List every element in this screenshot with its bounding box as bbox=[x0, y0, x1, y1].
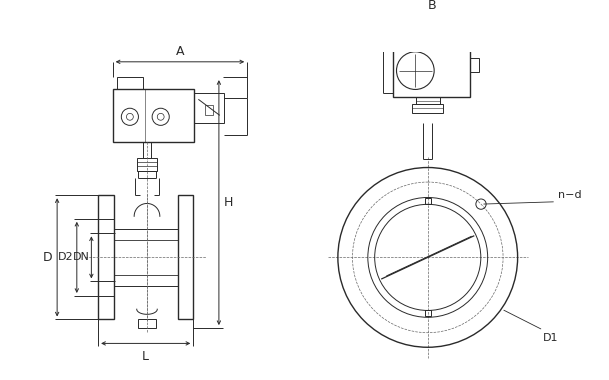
Bar bbox=[416, 97, 440, 104]
Bar bbox=[412, 104, 443, 113]
Bar bbox=[424, 198, 431, 204]
Text: n−d: n−d bbox=[558, 190, 582, 200]
Bar bbox=[137, 158, 157, 171]
Text: B: B bbox=[428, 0, 436, 12]
Bar bbox=[117, 77, 143, 89]
Text: L: L bbox=[143, 350, 149, 363]
Bar bbox=[424, 310, 431, 317]
Bar bbox=[470, 59, 479, 72]
Bar bbox=[194, 93, 224, 123]
Bar bbox=[397, 30, 443, 42]
Text: D: D bbox=[43, 251, 52, 264]
Bar bbox=[393, 42, 470, 97]
Bar bbox=[98, 195, 114, 320]
Text: D2: D2 bbox=[58, 252, 74, 263]
Text: DN: DN bbox=[73, 252, 90, 263]
Text: H: H bbox=[224, 196, 233, 209]
Bar bbox=[113, 89, 194, 142]
Text: D1: D1 bbox=[543, 333, 559, 343]
Bar bbox=[205, 105, 213, 116]
Bar bbox=[138, 320, 155, 328]
Text: A: A bbox=[176, 44, 184, 57]
Bar bbox=[178, 195, 193, 320]
